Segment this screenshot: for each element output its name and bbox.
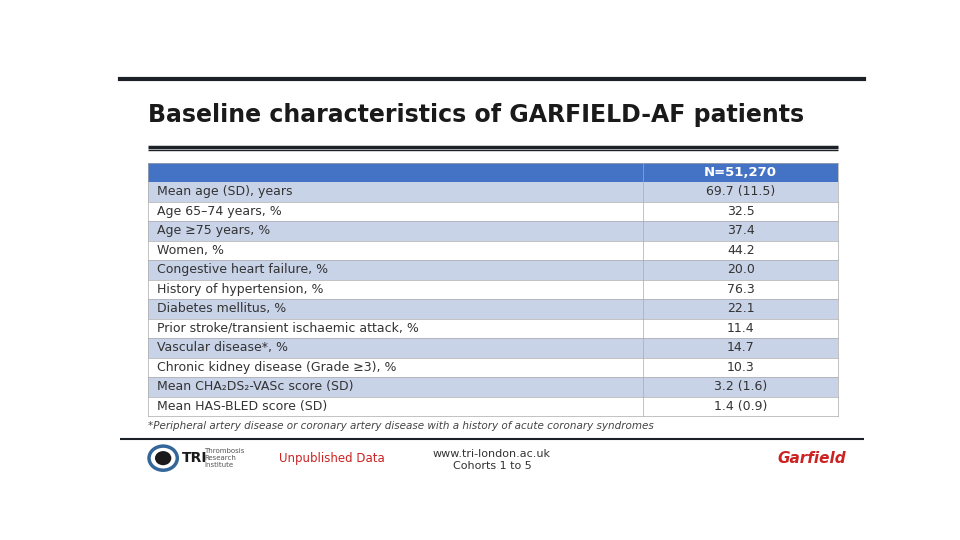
Text: 3.2 (1.6): 3.2 (1.6) [714,380,767,393]
Text: 69.7 (11.5): 69.7 (11.5) [707,185,776,198]
Text: www.tri-london.ac.uk
Cohorts 1 to 5: www.tri-london.ac.uk Cohorts 1 to 5 [433,449,551,470]
Text: Unpublished Data: Unpublished Data [279,451,385,464]
Bar [148,182,838,201]
Text: *Peripheral artery disease or coronary artery disease with a history of acute co: *Peripheral artery disease or coronary a… [148,421,654,431]
Bar [148,201,838,221]
Text: Baseline characteristics of GARFIELD-AF patients: Baseline characteristics of GARFIELD-AF … [148,103,804,127]
Text: Vascular disease*, %: Vascular disease*, % [157,341,288,354]
Text: 14.7: 14.7 [727,341,755,354]
Text: 10.3: 10.3 [727,361,755,374]
Bar [148,163,838,182]
Text: Mean age (SD), years: Mean age (SD), years [157,185,293,198]
Bar [148,357,838,377]
Text: Chronic kidney disease (Grade ≥3), %: Chronic kidney disease (Grade ≥3), % [157,361,396,374]
Text: 22.1: 22.1 [727,302,755,315]
Text: 44.2: 44.2 [727,244,755,257]
Bar [148,299,838,319]
Text: 1.4 (0.9): 1.4 (0.9) [714,400,767,413]
Text: Thrombosis
Research
Institute: Thrombosis Research Institute [204,448,245,468]
Text: 76.3: 76.3 [727,283,755,296]
Bar [148,221,838,240]
Ellipse shape [155,451,171,465]
Text: 32.5: 32.5 [727,205,755,218]
Text: TRI: TRI [181,451,207,465]
Text: Age 65–74 years, %: Age 65–74 years, % [157,205,282,218]
Text: N=51,270: N=51,270 [705,166,778,179]
Bar [148,338,838,357]
Bar [148,397,838,416]
Text: Women, %: Women, % [157,244,225,257]
Text: Mean CHA₂DS₂-VASc score (SD): Mean CHA₂DS₂-VASc score (SD) [157,380,353,393]
Bar [148,260,838,280]
Text: Diabetes mellitus, %: Diabetes mellitus, % [157,302,286,315]
Text: History of hypertension, %: History of hypertension, % [157,283,324,296]
Text: Prior stroke/transient ischaemic attack, %: Prior stroke/transient ischaemic attack,… [157,322,420,335]
Text: 20.0: 20.0 [727,264,755,276]
Bar [148,319,838,338]
Text: 37.4: 37.4 [727,224,755,237]
Text: 11.4: 11.4 [727,322,755,335]
Text: Garfield: Garfield [778,451,846,465]
Text: Congestive heart failure, %: Congestive heart failure, % [157,264,328,276]
Bar [148,280,838,299]
Text: Age ≥75 years, %: Age ≥75 years, % [157,224,271,237]
Text: Mean HAS-BLED score (SD): Mean HAS-BLED score (SD) [157,400,327,413]
Bar [148,377,838,397]
Bar [148,240,838,260]
